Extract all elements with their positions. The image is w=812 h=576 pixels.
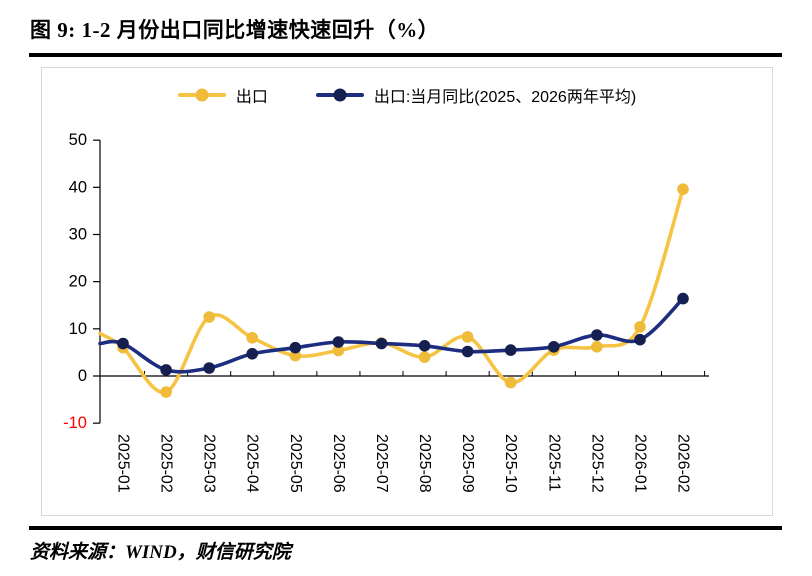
svg-text:2025-06: 2025-06 [330, 434, 347, 493]
svg-text:2025-01: 2025-01 [115, 434, 132, 493]
svg-text:2026-01: 2026-01 [631, 434, 648, 493]
average-series-line-icon [315, 88, 364, 102]
export-series-line-icon [177, 88, 226, 102]
average-series-dot-icon [333, 88, 347, 102]
svg-text:2025-12: 2025-12 [588, 434, 605, 493]
line-chart-plot: 50 40 30 20 10 0 -10 2025-01 2025-02 2025-03 2025-… [63, 131, 709, 493]
svg-text:50: 50 [69, 131, 87, 149]
svg-text:20: 20 [69, 273, 87, 291]
chart-legend: 出口 出口:当月同比(2025、2026两年平均) [42, 83, 772, 107]
svg-text:2025-10: 2025-10 [502, 434, 519, 493]
export-series-dot-icon [195, 88, 209, 102]
legend-label-two-year-average: 出口:当月同比(2025、2026两年平均) [373, 89, 637, 106]
svg-text:2025-04: 2025-04 [244, 434, 261, 493]
svg-text:2025-03: 2025-03 [201, 434, 218, 493]
legend-label-export: 出口 [235, 89, 268, 106]
legend-item-export: 出口 [177, 83, 268, 107]
svg-text:2025-11: 2025-11 [545, 434, 562, 492]
chart-divider-rule [29, 526, 782, 530]
source-note: 资料来源：WIND，财信研究院 [30, 542, 291, 563]
chart-container: 出口 出口:当月同比(2025、2026两年平均) 50 40 30 20 10 0 -10… [41, 67, 773, 516]
svg-text:2025-05: 2025-05 [287, 434, 304, 493]
svg-text:2025-09: 2025-09 [459, 434, 476, 493]
figure-title: 图 9: 1-2 月份出口同比增速快速回升（%） [30, 18, 440, 42]
svg-text:2025-08: 2025-08 [416, 434, 433, 493]
title-divider-rule [29, 53, 782, 57]
svg-text:2025-02: 2025-02 [158, 434, 175, 493]
svg-text:30: 30 [69, 225, 87, 243]
svg-text:2026-02: 2026-02 [675, 434, 692, 493]
svg-text:-10: -10 [63, 414, 87, 432]
svg-text:0: 0 [78, 367, 87, 385]
svg-text:40: 40 [69, 178, 87, 196]
svg-text:10: 10 [69, 320, 87, 338]
legend-item-two-year-average: 出口:当月同比(2025、2026两年平均) [315, 83, 637, 107]
svg-text:2025-07: 2025-07 [373, 434, 390, 493]
